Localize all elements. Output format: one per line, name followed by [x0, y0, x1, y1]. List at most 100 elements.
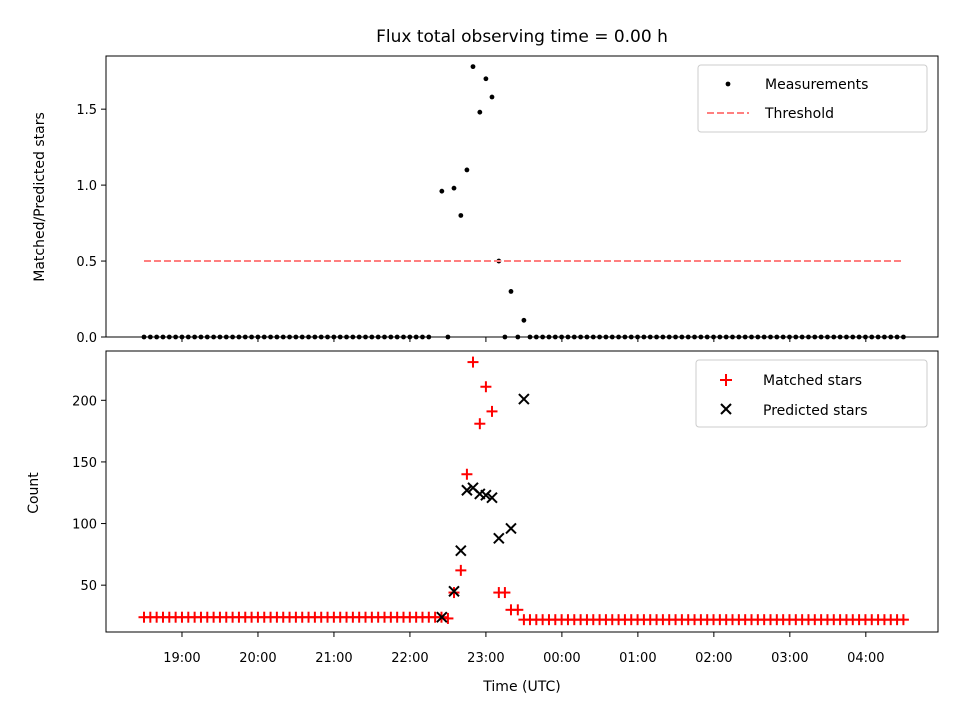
measurements-point	[723, 334, 729, 340]
measurements-point	[489, 94, 495, 100]
legend-label-predicted-stars: Predicted stars	[763, 403, 868, 419]
measurements-point	[571, 334, 577, 340]
x-tick-label: 23:00	[467, 651, 504, 666]
measurements-point	[704, 334, 710, 340]
measurements-point	[559, 334, 565, 340]
measurements-point	[850, 334, 856, 340]
x-tick-label: 01:00	[619, 651, 656, 666]
top-y-tick-label: 1.5	[76, 103, 97, 118]
measurements-point	[812, 334, 818, 340]
measurements-point	[268, 334, 273, 340]
measurements-point	[698, 334, 704, 340]
measurements-point	[793, 334, 799, 340]
measurements-point	[204, 334, 210, 340]
measurements-point	[293, 334, 299, 340]
legend-label-threshold: Threshold	[764, 106, 834, 122]
measurements-point	[730, 334, 735, 340]
legend-swatch-predicted-stars	[720, 403, 732, 415]
predicted-stars-point	[436, 611, 448, 623]
measurements-point	[483, 76, 489, 82]
measurements-point	[590, 334, 596, 340]
measurements-point	[356, 334, 362, 340]
predicted-stars-point	[518, 393, 530, 405]
measurements-point	[192, 334, 198, 340]
measurements-point	[736, 334, 742, 340]
matched-stars-point	[461, 468, 473, 480]
measurements-point	[552, 334, 558, 340]
measurements-point	[154, 334, 160, 340]
x-tick-label: 03:00	[771, 651, 808, 666]
measurements-point	[717, 334, 723, 340]
measurements-point	[641, 334, 647, 340]
measurements-point	[806, 334, 811, 340]
x-tick-label: 19:00	[163, 651, 200, 666]
measurements-point	[774, 334, 780, 340]
measurements-point	[306, 334, 311, 340]
measurements-point	[369, 334, 375, 340]
measurements-point	[844, 334, 849, 340]
measurements-point	[761, 334, 767, 340]
matched-stars-point	[518, 614, 530, 626]
measurements-point	[863, 334, 868, 340]
measurements-point	[445, 334, 451, 340]
top-y-tick-label: 0.5	[76, 255, 97, 270]
measurements-point	[521, 317, 527, 323]
measurements-point	[375, 334, 381, 340]
x-tick-label: 04:00	[847, 651, 884, 666]
measurements-point	[325, 334, 330, 340]
measurements-point	[508, 289, 514, 294]
measurements-point	[609, 334, 615, 340]
measurements-point	[666, 334, 672, 340]
measurements-point	[818, 334, 824, 340]
legend-swatch-measurements	[725, 81, 731, 87]
measurements-point	[888, 334, 894, 340]
legend-swatch-matched-stars	[720, 374, 732, 386]
measurements-point	[458, 213, 464, 218]
matched-stars-point	[897, 614, 909, 626]
predicted-stars-point	[448, 585, 460, 598]
measurements-point	[261, 334, 267, 340]
measurements-point	[439, 188, 445, 194]
measurements-point	[464, 167, 470, 173]
measurements-point	[603, 334, 609, 340]
matched-stars-point	[499, 587, 511, 599]
top-y-axis-label: Matched/Predicted stars	[32, 112, 48, 282]
bottom-y-tick-label: 50	[80, 579, 97, 594]
chart-title: Flux total observing time = 0.00 h	[376, 27, 668, 47]
bottom-x-ticks: 19:00 20:00 21:00 22:00 23:00 00:00 01:00 02:00…	[163, 632, 885, 666]
predicted-stars-point	[461, 484, 473, 496]
measurements-point	[166, 334, 172, 340]
measurements-point	[685, 334, 691, 340]
measurements-point	[837, 334, 843, 340]
measurements-point	[584, 334, 590, 340]
bottom-panel: 50 100 150 200 19:00 20:00 21:00 22:00 23:00 00:…	[26, 350, 939, 695]
measurements-point	[742, 334, 748, 340]
measurements-point	[198, 334, 204, 340]
measurements-point	[312, 334, 318, 340]
measurements-point	[597, 334, 603, 340]
measurements-point	[894, 334, 900, 340]
measurements-point	[401, 334, 406, 340]
predicted-stars-point	[486, 491, 498, 504]
measurements-point	[344, 334, 349, 340]
measurements-point	[799, 334, 805, 340]
matched-stars-point	[486, 405, 498, 417]
top-marks	[141, 64, 906, 340]
measurements-point	[179, 334, 185, 340]
bottom-y-ticks: 50 100 150 200	[72, 394, 106, 594]
measurements-point	[147, 334, 153, 340]
bottom-y-tick-label: 150	[72, 456, 97, 471]
measurements-point	[901, 334, 906, 340]
measurements-point	[470, 64, 476, 70]
measurements-point	[255, 334, 261, 340]
measurements-point	[787, 334, 792, 340]
x-tick-label: 00:00	[543, 651, 580, 666]
measurements-point	[236, 334, 242, 340]
measurements-point	[635, 334, 640, 340]
measurements-point	[388, 334, 394, 340]
measurements-point	[578, 334, 584, 340]
measurements-point	[565, 334, 571, 340]
measurements-point	[755, 334, 761, 340]
measurements-point	[451, 185, 457, 191]
